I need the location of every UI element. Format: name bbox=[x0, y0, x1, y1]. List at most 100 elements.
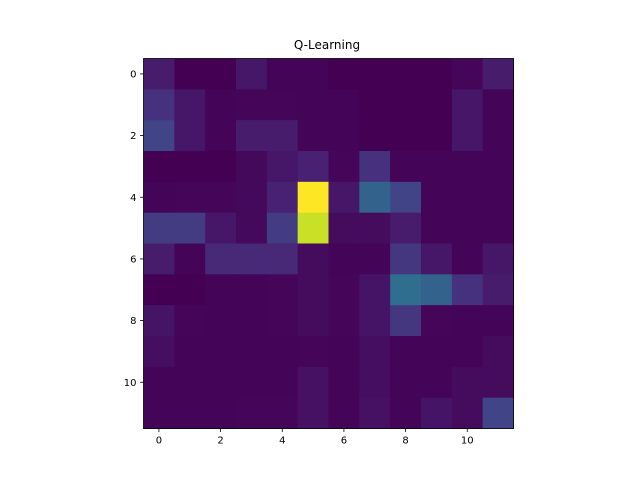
heatmap-cell-r2-c4 bbox=[266, 120, 299, 152]
heatmap-cell-r10-c11 bbox=[482, 366, 514, 399]
heatmap-cell-r0-c0 bbox=[143, 58, 175, 90]
heatmap-cell-r1-c4 bbox=[266, 89, 299, 121]
heatmap-cell-r10-c4 bbox=[266, 366, 299, 399]
heatmap-cell-r7-c3 bbox=[236, 274, 268, 306]
heatmap-cell-r0-c10 bbox=[451, 58, 484, 90]
heatmap-cell-r5-c10 bbox=[451, 212, 484, 244]
heatmap-cell-r11-c7 bbox=[359, 397, 391, 429]
heatmap-cell-r9-c10 bbox=[451, 336, 484, 368]
heatmap-cell-r6-c2 bbox=[205, 243, 237, 275]
heatmap-cell-r7-c0 bbox=[143, 274, 175, 306]
heatmap-cell-r3-c10 bbox=[451, 151, 484, 183]
y-tick-label: 8 bbox=[130, 316, 136, 327]
heatmap-cell-r4-c11 bbox=[482, 181, 514, 214]
y-tick-label: 4 bbox=[130, 193, 136, 204]
heatmap-cell-r2-c3 bbox=[236, 120, 268, 152]
heatmap-cell-r11-c4 bbox=[266, 397, 299, 429]
heatmap-cell-r1-c2 bbox=[205, 89, 237, 121]
heatmap-cell-r2-c5 bbox=[297, 120, 329, 152]
heatmap-cell-r2-c0 bbox=[143, 120, 175, 152]
heatmap-cell-r0-c5 bbox=[297, 58, 329, 90]
heatmap-cell-r10-c9 bbox=[421, 366, 453, 399]
heatmap-cell-r10-c8 bbox=[390, 366, 422, 399]
heatmap-cell-r11-c9 bbox=[421, 397, 453, 429]
y-tick-label: 2 bbox=[130, 131, 136, 142]
heatmap-cell-r2-c9 bbox=[421, 120, 453, 152]
heatmap-cell-r4-c6 bbox=[328, 181, 360, 214]
heatmap-cell-r3-c6 bbox=[328, 151, 360, 183]
x-tick-label: 10 bbox=[461, 436, 474, 447]
heatmap-cell-r6-c5 bbox=[297, 243, 329, 275]
heatmap-cell-r9-c11 bbox=[482, 336, 514, 368]
heatmap-cell-r1-c0 bbox=[143, 89, 175, 121]
x-tick-label: 8 bbox=[402, 436, 408, 447]
heatmap-cell-r11-c2 bbox=[205, 397, 237, 429]
heatmap-cell-r8-c5 bbox=[297, 305, 329, 337]
heatmap-cell-r10-c10 bbox=[451, 366, 484, 399]
heatmap-cell-r5-c2 bbox=[205, 212, 237, 244]
heatmap-cell-r6-c1 bbox=[174, 243, 206, 275]
heatmap-cell-r4-c2 bbox=[205, 181, 237, 214]
heatmap-cell-r10-c7 bbox=[359, 366, 391, 399]
heatmap-cell-r11-c10 bbox=[451, 397, 484, 429]
heatmap-cell-r7-c6 bbox=[328, 274, 360, 306]
heatmap-cell-r10-c5 bbox=[297, 366, 329, 399]
heatmap-cell-r3-c11 bbox=[482, 151, 514, 183]
heatmap-cell-r0-c3 bbox=[236, 58, 268, 90]
heatmap-cell-r10-c2 bbox=[205, 366, 237, 399]
heatmap-cell-r2-c6 bbox=[328, 120, 360, 152]
heatmap-cell-r4-c7 bbox=[359, 181, 391, 214]
heatmap-cell-r9-c6 bbox=[328, 336, 360, 368]
heatmap-cell-r6-c7 bbox=[359, 243, 391, 275]
heatmap-cell-r0-c1 bbox=[174, 58, 206, 90]
heatmap-cell-r8-c2 bbox=[205, 305, 237, 337]
heatmap-cell-r6-c4 bbox=[266, 243, 299, 275]
y-axis: 0 2 4 6 8 10 bbox=[124, 69, 144, 389]
heatmap-cell-r3-c9 bbox=[421, 151, 453, 183]
heatmap-cell-r9-c9 bbox=[421, 336, 453, 368]
heatmap-cell-r7-c11 bbox=[482, 274, 514, 306]
heatmap-cell-r4-c8 bbox=[390, 181, 422, 214]
heatmap-cell-r11-c6 bbox=[328, 397, 360, 429]
heatmap-cell-r4-c0 bbox=[143, 181, 175, 214]
heatmap-cell-r9-c0 bbox=[143, 336, 175, 368]
heatmap-cell-r1-c11 bbox=[482, 89, 514, 121]
heatmap-cell-r5-c11 bbox=[482, 212, 514, 244]
heatmap-cell-r11-c5 bbox=[297, 397, 329, 429]
heatmap-cell-r1-c3 bbox=[236, 89, 268, 121]
heatmap-cell-r7-c5 bbox=[297, 274, 329, 306]
plot-frame bbox=[143, 58, 514, 429]
heatmap-cell-r8-c6 bbox=[328, 305, 360, 337]
heatmap-cell-r9-c5 bbox=[297, 336, 329, 368]
x-tick-label: 6 bbox=[341, 436, 347, 447]
heatmap-cell-r4-c4 bbox=[266, 181, 299, 214]
heatmap-cell-r0-c7 bbox=[359, 58, 391, 90]
heatmap-cell-r5-c5 bbox=[297, 212, 329, 244]
heatmap-cell-r3-c7 bbox=[359, 151, 391, 183]
heatmap-cell-r8-c1 bbox=[174, 305, 206, 337]
heatmap-cell-r5-c7 bbox=[359, 212, 391, 244]
heatmap-cell-r3-c4 bbox=[266, 151, 299, 183]
heatmap-cell-r0-c4 bbox=[266, 58, 299, 90]
x-tick-label: 2 bbox=[217, 436, 223, 447]
heatmap-cell-r5-c6 bbox=[328, 212, 360, 244]
heatmap-cell-r10-c6 bbox=[328, 366, 360, 399]
y-tick-label: 10 bbox=[124, 378, 137, 389]
heatmap-cell-r8-c3 bbox=[236, 305, 268, 337]
heatmap-cell-r1-c8 bbox=[390, 89, 422, 121]
heatmap-cell-r6-c0 bbox=[143, 243, 175, 275]
heatmap-cell-r1-c10 bbox=[451, 89, 484, 121]
heatmap-cell-r11-c1 bbox=[174, 397, 206, 429]
heatmap-cell-r6-c10 bbox=[451, 243, 484, 275]
heatmap-cell-r7-c4 bbox=[266, 274, 299, 306]
heatmap-cell-r9-c1 bbox=[174, 336, 206, 368]
heatmap-cell-r6-c6 bbox=[328, 243, 360, 275]
heatmap-cell-r8-c11 bbox=[482, 305, 514, 337]
heatmap-cell-r11-c8 bbox=[390, 397, 422, 429]
heatmap-cell-r5-c3 bbox=[236, 212, 268, 244]
heatmap-cell-r2-c10 bbox=[451, 120, 484, 152]
heatmap-cell-r5-c9 bbox=[421, 212, 453, 244]
heatmap-cell-r2-c1 bbox=[174, 120, 206, 152]
heatmap-cell-r3-c1 bbox=[174, 151, 206, 183]
